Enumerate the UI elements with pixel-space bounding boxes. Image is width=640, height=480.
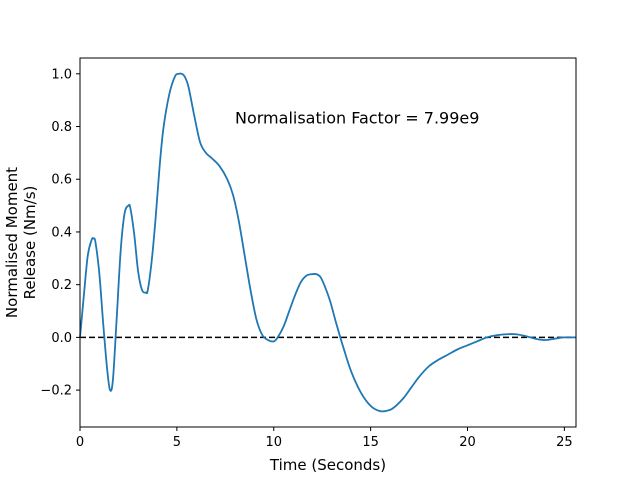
x-tick-label: 15 xyxy=(362,435,379,450)
x-tick-label: 25 xyxy=(556,435,573,450)
y-tick-label: 0.6 xyxy=(51,173,72,188)
y-tick-label: 0.2 xyxy=(51,278,72,293)
x-tick-label: 5 xyxy=(173,435,181,450)
y-tick-label: 0.4 xyxy=(51,225,72,240)
y-axis-label-line-2: Release (Nm/s) xyxy=(21,186,39,300)
normalisation-annotation: Normalisation Factor = 7.99e9 xyxy=(235,109,479,128)
y-tick-label: −0.2 xyxy=(40,384,72,399)
y-tick-label: 0.8 xyxy=(51,120,72,135)
y-tick-label: 0.0 xyxy=(51,331,72,346)
x-tick-label: 0 xyxy=(76,435,84,450)
plot-frame xyxy=(79,57,577,428)
series-line xyxy=(79,72,577,413)
y-axis-label-line-1: Normalised Moment xyxy=(3,167,21,318)
x-tick-label: 20 xyxy=(459,435,476,450)
x-tick-label: 10 xyxy=(265,435,282,450)
y-tick-label: 1.0 xyxy=(51,67,72,82)
x-axis-label: Time (Seconds) xyxy=(269,456,386,474)
